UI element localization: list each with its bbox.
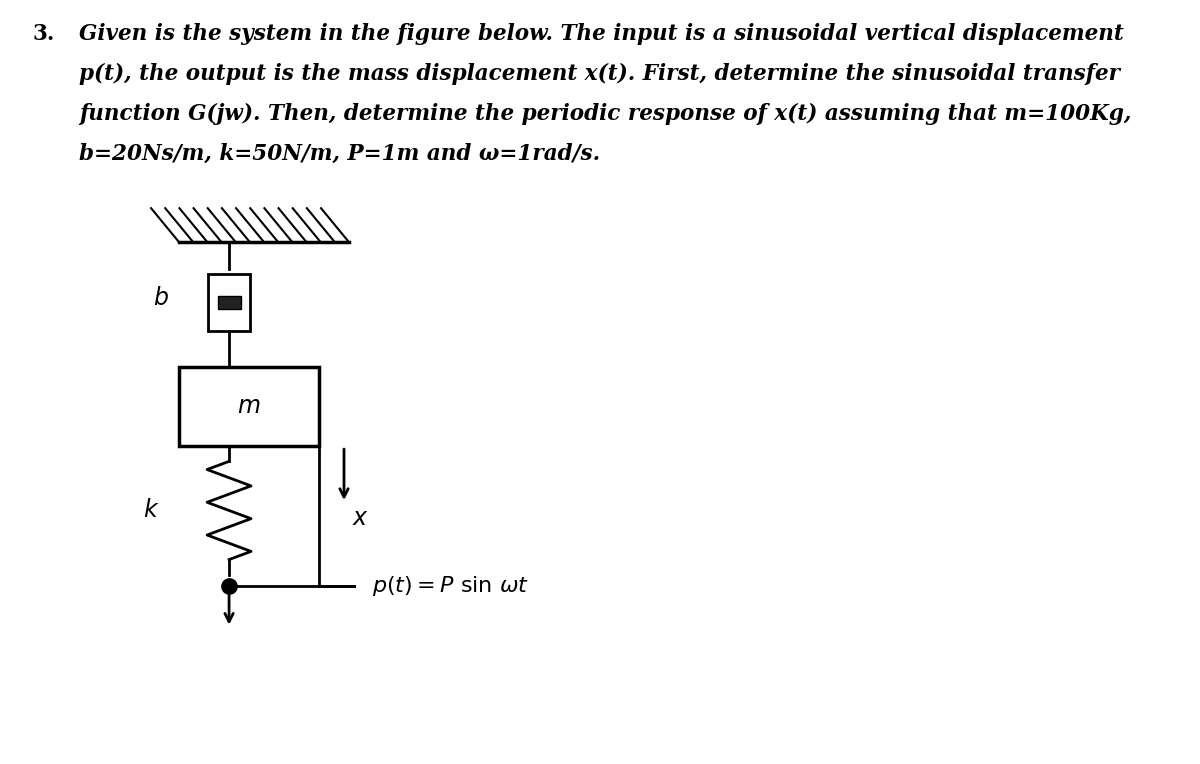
Text: $m$: $m$ — [238, 395, 260, 418]
Text: 3.: 3. — [32, 23, 54, 45]
Text: $x$: $x$ — [352, 507, 368, 529]
Text: b=20Ns/m, k=50N/m, P=1m and ω=1rad/s.: b=20Ns/m, k=50N/m, P=1m and ω=1rad/s. — [79, 143, 600, 165]
Text: function G(jw). Then, determine the periodic response of x(t) assuming that m=10: function G(jw). Then, determine the peri… — [79, 103, 1132, 125]
Text: Given is the system in the figure below. The input is a sinusoidal vertical disp: Given is the system in the figure below.… — [79, 23, 1124, 45]
Text: $p(t) =P\ \mathrm{sin}\ \omega t$: $p(t) =P\ \mathrm{sin}\ \omega t$ — [372, 574, 529, 598]
Text: p(t), the output is the mass displacement x(t). First, determine the sinusoidal : p(t), the output is the mass displacemen… — [79, 63, 1120, 86]
Text: $b$: $b$ — [154, 287, 169, 310]
Text: $k$: $k$ — [143, 499, 160, 522]
Bar — [179, 367, 319, 446]
Bar — [208, 274, 250, 331]
Bar — [217, 296, 241, 309]
